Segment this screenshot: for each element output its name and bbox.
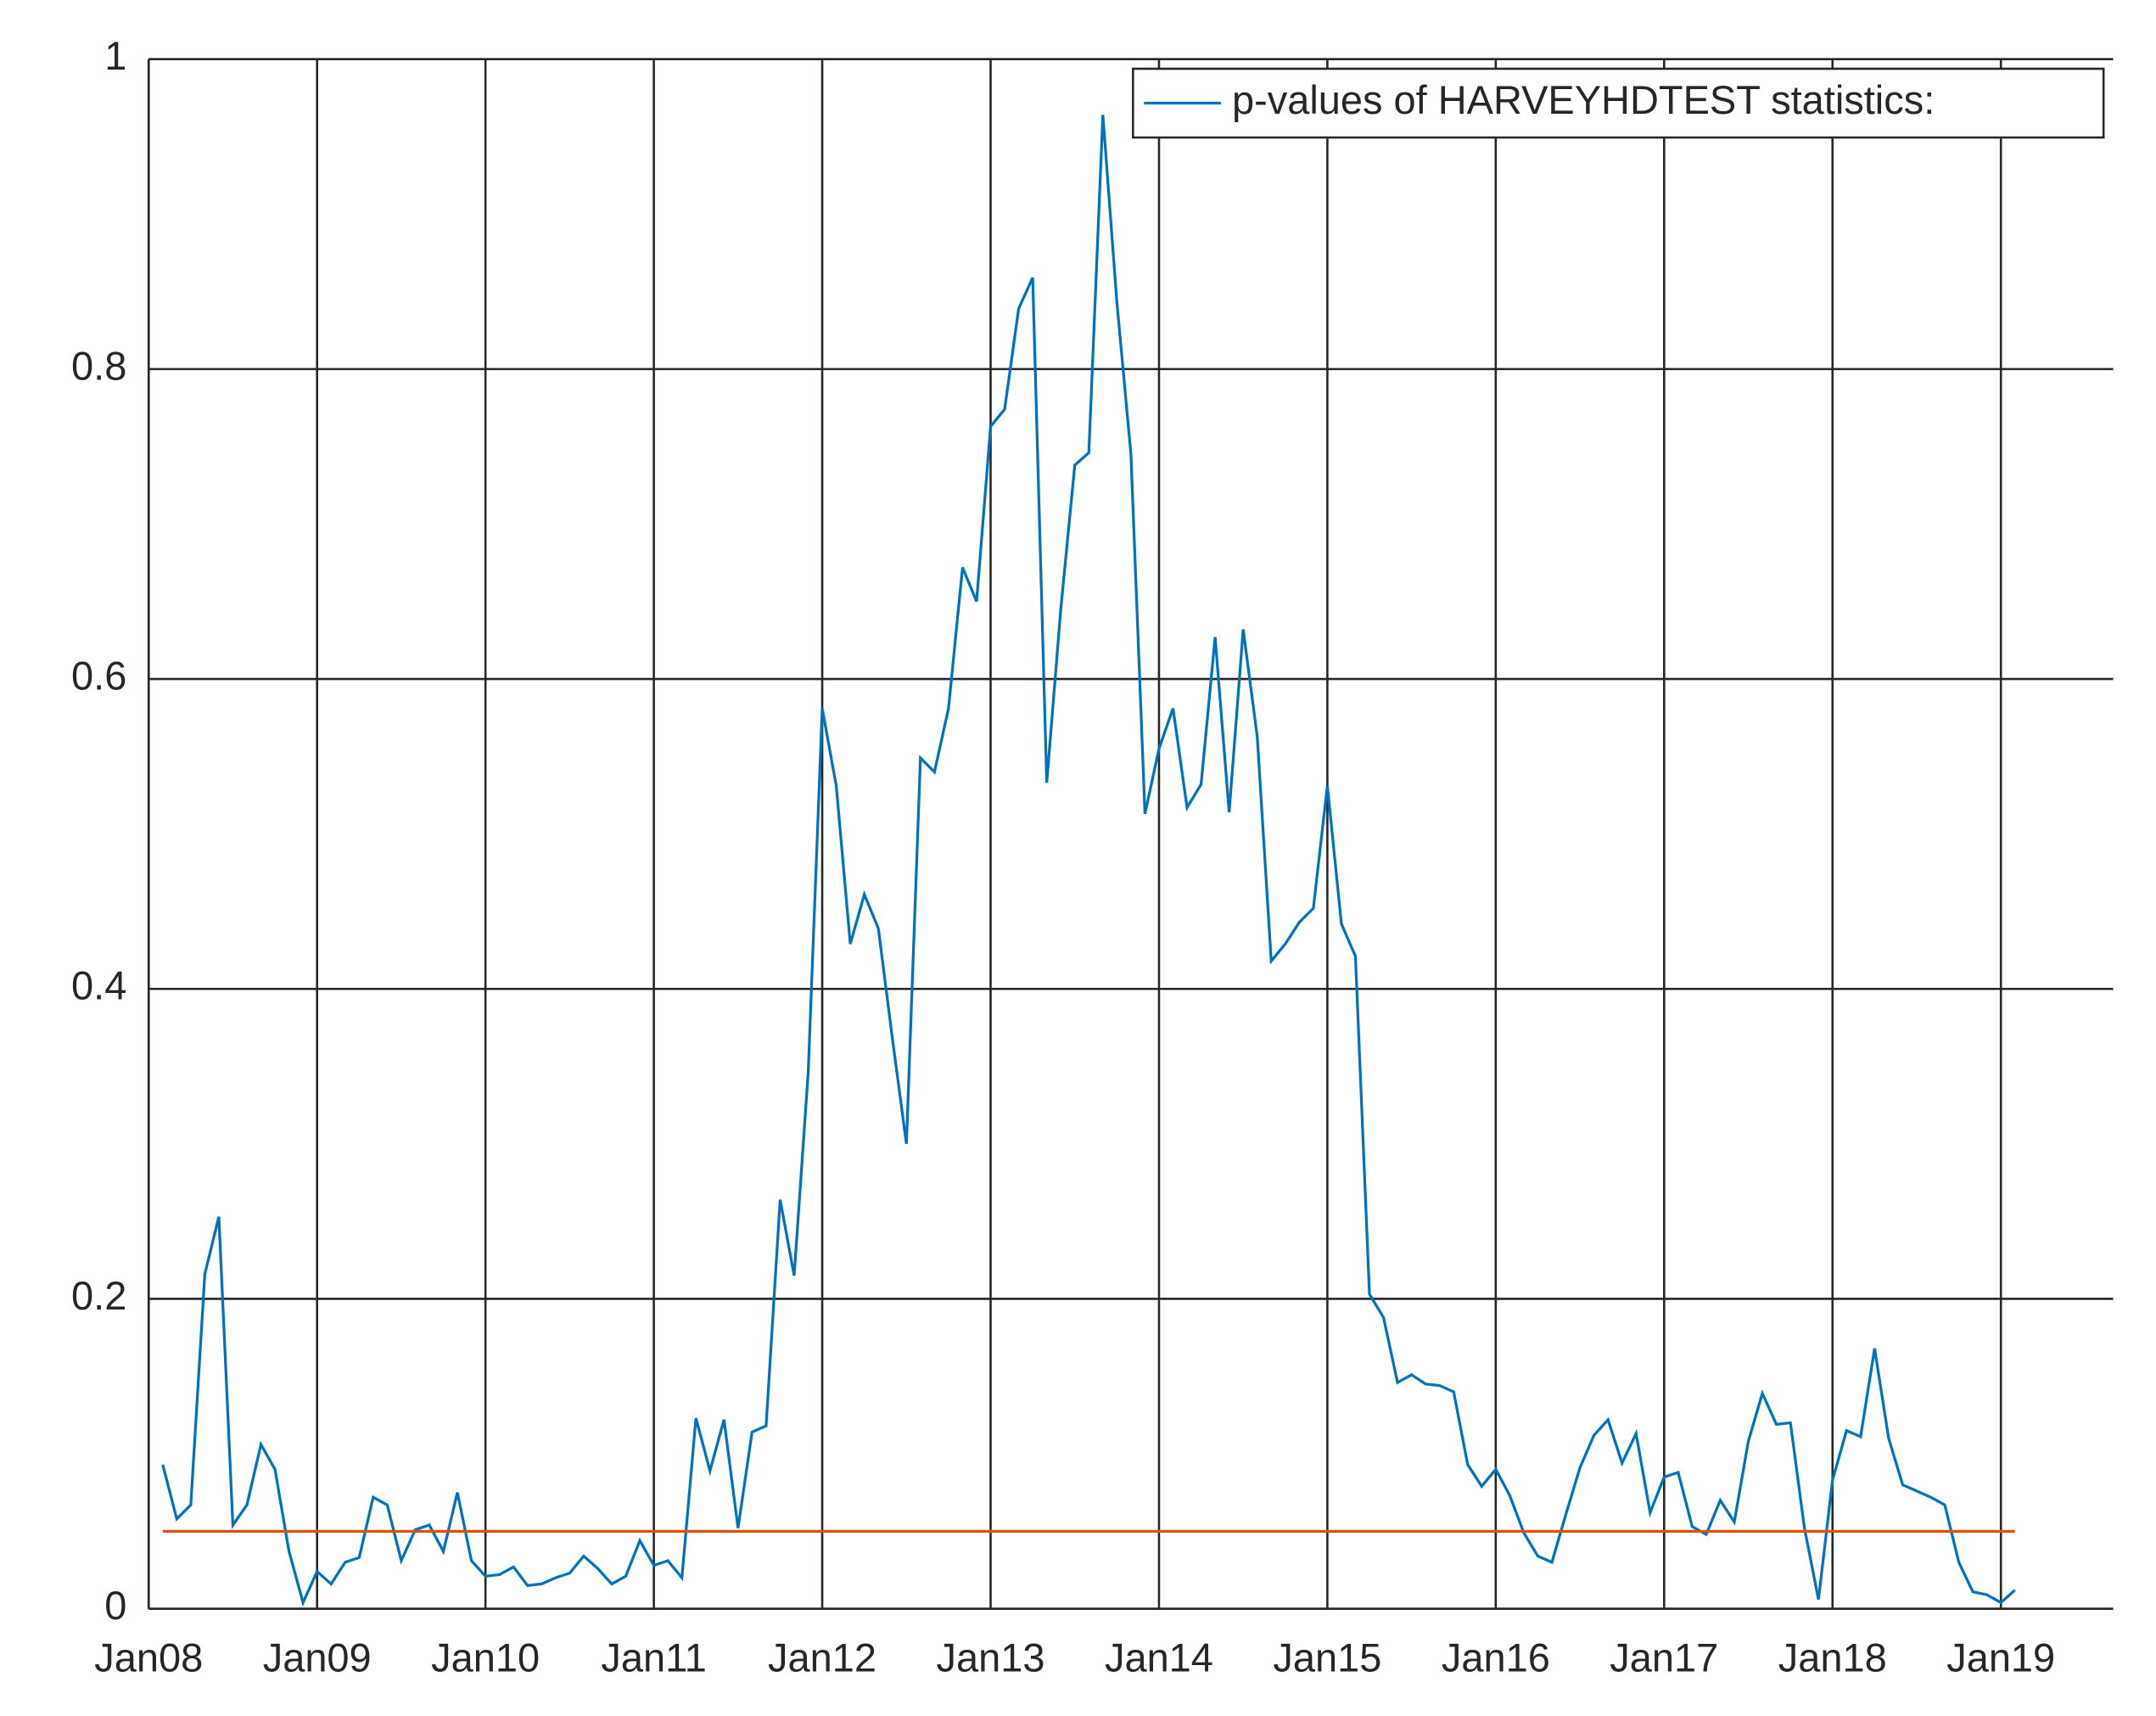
data-line [161, 115, 2016, 1607]
y-tick-label: 1 [104, 33, 126, 78]
x-tick-label: Jan14 [1105, 1635, 1213, 1680]
x-tick-label: Jan08 [94, 1635, 203, 1680]
x-tick-label: Jan15 [1273, 1635, 1381, 1680]
x-tick-label: Jan09 [263, 1635, 372, 1680]
legend-label: p-values of HARVEYHDTEST statistics: [1232, 77, 1935, 122]
x-tick-label: Jan10 [431, 1635, 540, 1680]
x-tick-label: Jan17 [1610, 1635, 1718, 1680]
y-tick-label: 0.8 [71, 343, 126, 388]
y-tick-label: 0.2 [71, 1273, 126, 1318]
legend-box [1132, 67, 2105, 139]
x-tick-label: Jan12 [768, 1635, 876, 1680]
y-tick-label: 0 [104, 1583, 126, 1628]
x-tick-label: Jan19 [1946, 1635, 2055, 1680]
x-tick-label: Jan16 [1442, 1635, 1550, 1680]
x-tick-label: Jan18 [1778, 1635, 1887, 1680]
x-tick-label: Jan13 [937, 1635, 1045, 1680]
y-tick-label: 0.6 [71, 653, 126, 698]
x-tick-label: Jan11 [601, 1635, 707, 1680]
y-tick-label: 0.4 [71, 963, 126, 1008]
